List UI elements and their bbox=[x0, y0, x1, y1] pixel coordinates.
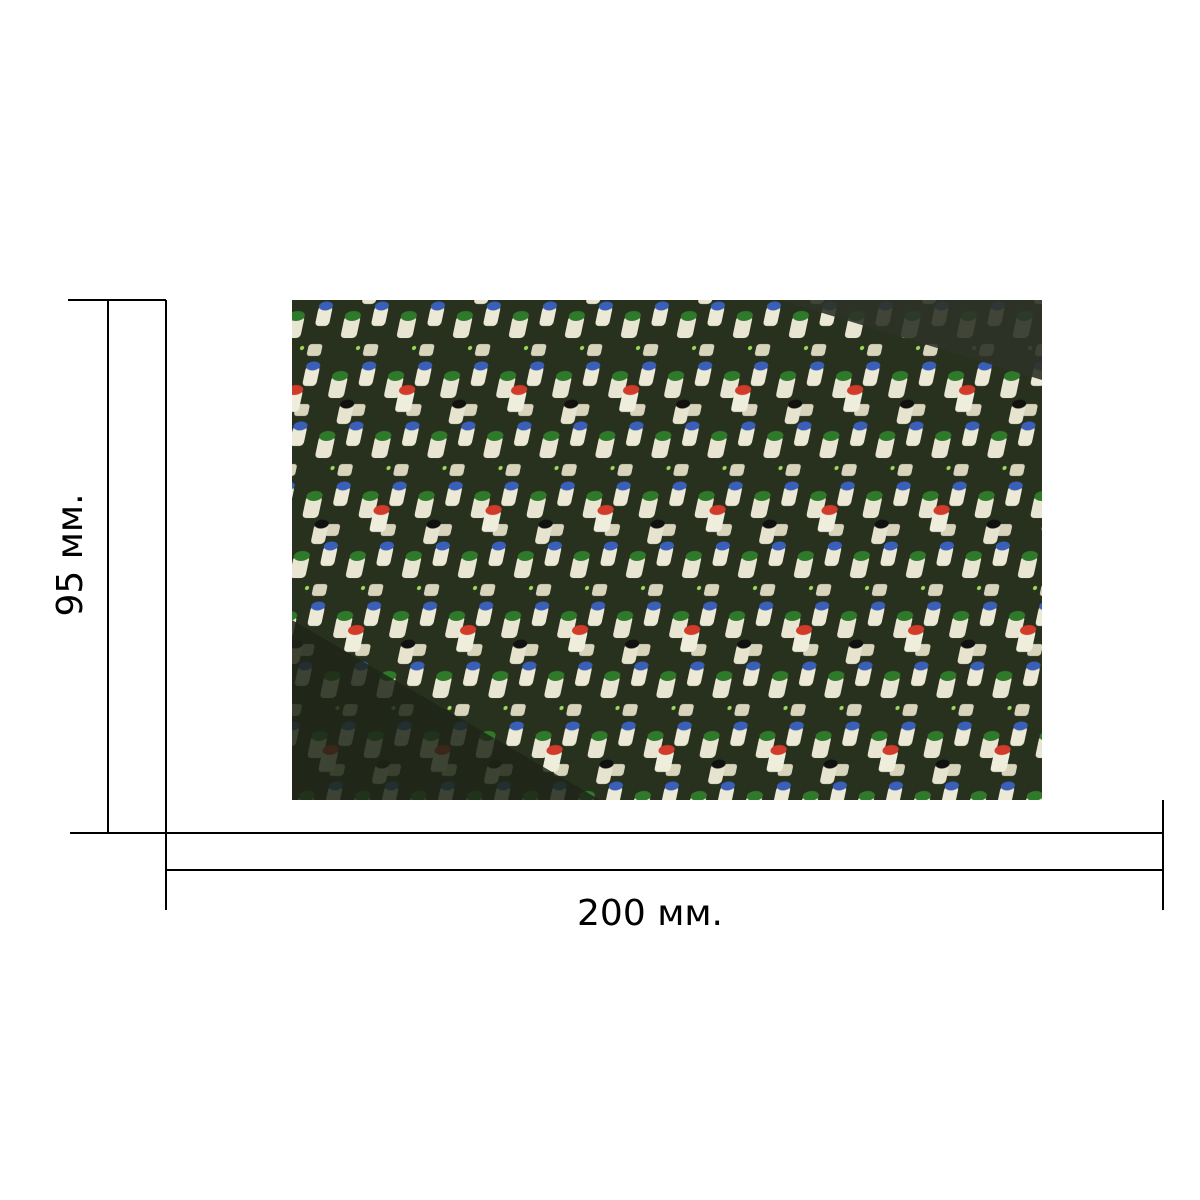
width-label: 200 мм. bbox=[577, 893, 723, 934]
photo-panel bbox=[292, 620, 600, 800]
dimension-lines bbox=[68, 299, 1164, 910]
photo bbox=[292, 300, 1042, 800]
photo-panel bbox=[780, 300, 1042, 380]
height-label: 95 мм. bbox=[50, 493, 91, 616]
